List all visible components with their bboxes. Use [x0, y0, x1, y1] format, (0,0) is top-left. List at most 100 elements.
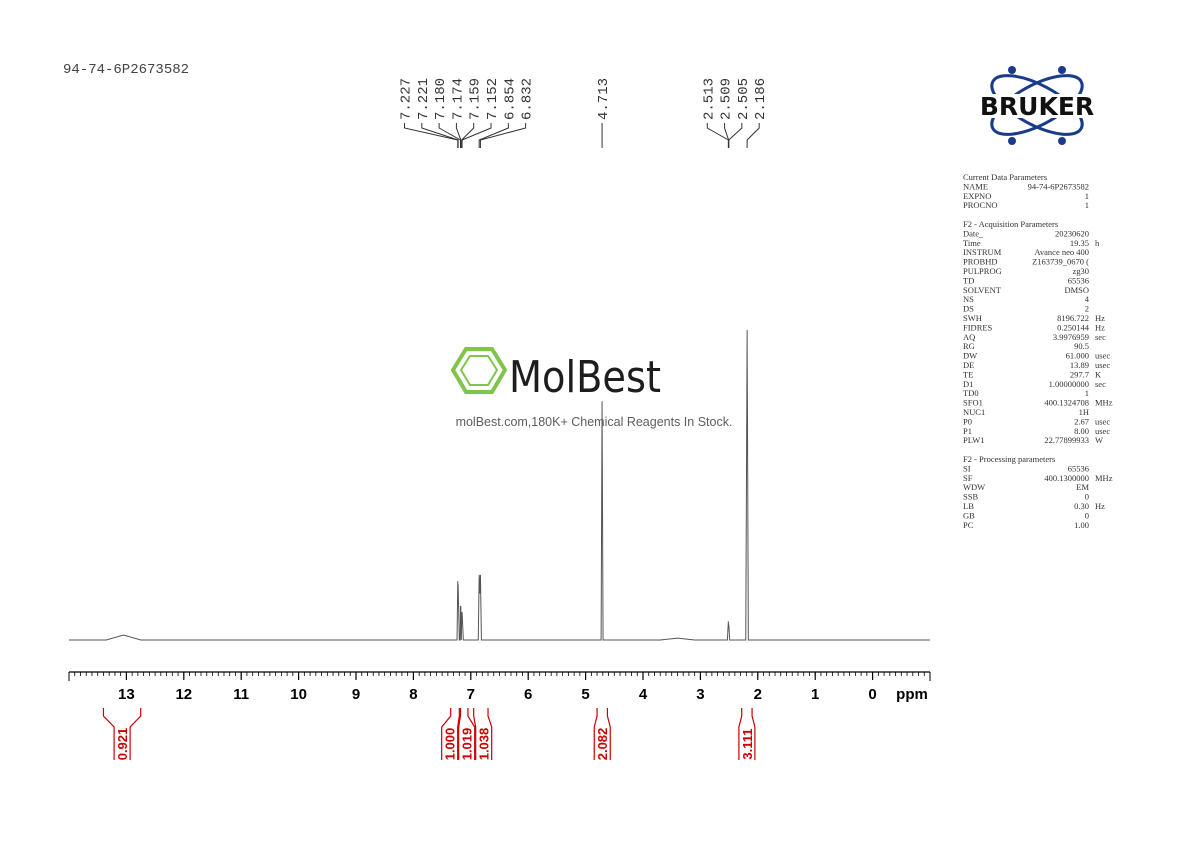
peak-label: 2.513	[701, 78, 717, 120]
param-value: 94-74-6P2673582	[1028, 181, 1089, 191]
param-key: DW	[963, 351, 977, 361]
peak-label: 2.186	[753, 78, 769, 120]
x-tick-label: 8	[409, 686, 417, 703]
param-section-title: F2 - Processing parameters	[963, 454, 1055, 464]
param-key: PULPROG	[963, 266, 1002, 276]
param-key: PC	[963, 520, 974, 530]
x-axis-label: ppm	[896, 686, 928, 703]
param-key: TE	[963, 369, 973, 379]
param-key: P1	[963, 426, 972, 436]
peak-label: 7.221	[416, 78, 432, 120]
integral-label: 1.000	[443, 728, 458, 761]
param-key: EXPNO	[963, 191, 991, 201]
logo-text: BRUKER	[980, 92, 1094, 121]
peak-leader	[421, 123, 459, 148]
peak-label: 7.159	[468, 78, 484, 120]
peak-label: 6.832	[520, 78, 536, 120]
param-unit: usec	[1095, 360, 1110, 370]
peak-label: 6.854	[502, 78, 518, 120]
param-value: 0	[1085, 492, 1089, 502]
param-value: Z163739_0670 (	[1032, 257, 1089, 267]
param-key: DS	[963, 304, 974, 314]
peak-leader	[438, 123, 461, 148]
peak-label: 2.509	[719, 78, 735, 120]
param-value: 2	[1085, 304, 1089, 314]
param-value: DMSO	[1064, 285, 1089, 295]
integral-label: 2.082	[595, 728, 610, 761]
param-key: SSB	[963, 492, 978, 502]
x-tick-label: 13	[118, 686, 135, 703]
param-key: WDW	[963, 482, 985, 492]
param-value: 65536	[1068, 463, 1089, 473]
integral-label: 3.111	[740, 728, 755, 759]
integral-bracket	[102, 708, 142, 760]
param-key: TD0	[963, 388, 979, 398]
param-value: EM	[1076, 482, 1089, 492]
peak-leader	[728, 123, 743, 148]
param-unit: Hz	[1095, 501, 1105, 511]
param-value: 4	[1085, 294, 1090, 304]
param-key: D1	[963, 379, 973, 389]
param-unit: MHz	[1095, 473, 1113, 483]
param-value: 0.250144	[1057, 322, 1090, 332]
param-value: Avance neo 400	[1034, 247, 1089, 257]
x-tick-label: 12	[175, 686, 192, 703]
param-key: Date_	[963, 228, 984, 238]
x-tick-label: 6	[524, 686, 532, 703]
param-value: 2.67	[1074, 416, 1089, 426]
param-unit: usec	[1095, 426, 1110, 436]
param-key: P0	[963, 416, 972, 426]
x-tick-label: 4	[639, 686, 648, 703]
param-value: 400.1324708	[1044, 398, 1089, 408]
integral-bracket	[441, 708, 460, 760]
peak-leader	[479, 123, 527, 148]
integral-bracket	[738, 708, 756, 760]
integral-label: 0.921	[115, 728, 130, 761]
peak-label: 7.180	[433, 78, 449, 120]
watermark: MolBest molBest.com,180K+ Chemical Reage…	[450, 347, 733, 429]
peak-leader	[746, 123, 760, 148]
param-unit: MHz	[1095, 398, 1113, 408]
peak-leader	[478, 123, 509, 148]
param-key: NUC1	[963, 407, 985, 417]
param-value: 0	[1085, 510, 1089, 520]
param-value: 0.30	[1074, 501, 1089, 511]
param-value: 90.5	[1074, 341, 1089, 351]
x-tick-label: 0	[868, 686, 876, 703]
x-tick-label: 1	[811, 686, 819, 703]
param-key: TD	[963, 275, 974, 285]
x-tick-label: 3	[696, 686, 704, 703]
param-unit: usec	[1095, 416, 1110, 426]
param-value: 19.35	[1070, 238, 1089, 248]
x-tick-label: 5	[581, 686, 589, 703]
param-unit: K	[1095, 369, 1102, 379]
param-value: 1H	[1079, 407, 1089, 417]
param-key: PROBHD	[963, 257, 997, 267]
peak-label: 7.174	[450, 78, 466, 120]
x-tick-label: 9	[352, 686, 360, 703]
spectrum-line	[69, 329, 930, 641]
param-key: RG	[963, 341, 975, 351]
peak-label: 2.505	[736, 78, 752, 120]
param-value: 8.00	[1074, 426, 1089, 436]
param-unit: W	[1095, 435, 1103, 445]
x-tick-label: 7	[467, 686, 475, 703]
param-unit: h	[1095, 238, 1100, 248]
peak-leader	[404, 123, 459, 148]
param-value: 65536	[1068, 275, 1089, 285]
param-section-title: F2 - Acquisition Parameters	[963, 219, 1058, 229]
peak-label: 4.713	[596, 78, 612, 120]
param-value: 13.89	[1070, 360, 1089, 370]
param-key: DE	[963, 360, 974, 370]
param-unit: Hz	[1095, 322, 1105, 332]
watermark-text: molBest.com,180K+ Chemical Reagents In S…	[456, 415, 733, 429]
param-value: 61.000	[1066, 351, 1089, 361]
param-key: PLW1	[963, 435, 985, 445]
peak-leader	[706, 123, 729, 148]
param-value: 1.00	[1074, 520, 1089, 530]
param-key: SFO1	[963, 398, 983, 408]
param-value: zg30	[1072, 266, 1089, 276]
